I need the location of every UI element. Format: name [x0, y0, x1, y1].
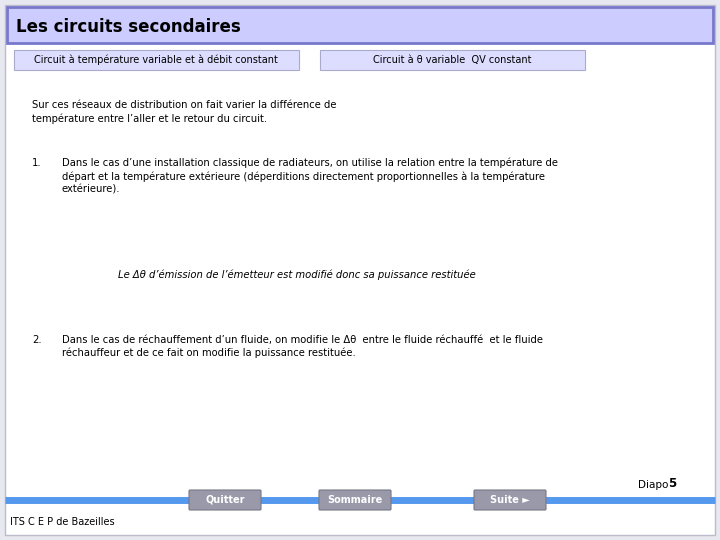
Text: Dans le cas d’une installation classique de radiateurs, on utilise la relation e: Dans le cas d’une installation classique…: [62, 158, 558, 168]
Text: Le Δθ d’émission de l’émetteur est modifié donc sa puissance restituée: Le Δθ d’émission de l’émetteur est modif…: [118, 270, 476, 280]
Text: extérieure).: extérieure).: [62, 184, 120, 194]
Text: Les circuits secondaires: Les circuits secondaires: [16, 18, 240, 36]
Text: température entre l’aller et le retour du circuit.: température entre l’aller et le retour d…: [32, 113, 267, 124]
Bar: [320, 50, 585, 70]
Text: Sommaire: Sommaire: [328, 495, 382, 505]
Bar: [14, 50, 299, 70]
Text: 5: 5: [668, 477, 676, 490]
Text: Circuit à température variable et à débit constant: Circuit à température variable et à débi…: [34, 55, 278, 65]
Text: Circuit à θ variable  QV constant: Circuit à θ variable QV constant: [373, 55, 531, 65]
Text: Sur ces réseaux de distribution on fait varier la différence de: Sur ces réseaux de distribution on fait …: [32, 100, 336, 110]
FancyBboxPatch shape: [319, 490, 391, 510]
Text: départ et la température extérieure (déperditions directement proportionnelles à: départ et la température extérieure (dép…: [62, 171, 545, 181]
Text: Quitter: Quitter: [205, 495, 245, 505]
Text: réchauffeur et de ce fait on modifie la puissance restituée.: réchauffeur et de ce fait on modifie la …: [62, 348, 356, 359]
Text: 1.: 1.: [32, 158, 42, 168]
FancyBboxPatch shape: [474, 490, 546, 510]
FancyBboxPatch shape: [189, 490, 261, 510]
Text: ITS C E P de Bazeilles: ITS C E P de Bazeilles: [10, 517, 114, 527]
Text: Suite ►: Suite ►: [490, 495, 530, 505]
Text: Dans le cas de réchauffement d’un fluide, on modifie le Δθ  entre le fluide réch: Dans le cas de réchauffement d’un fluide…: [62, 335, 543, 345]
Bar: [7, 7, 713, 43]
Text: 2.: 2.: [32, 335, 42, 345]
Text: Diapo: Diapo: [638, 480, 672, 490]
